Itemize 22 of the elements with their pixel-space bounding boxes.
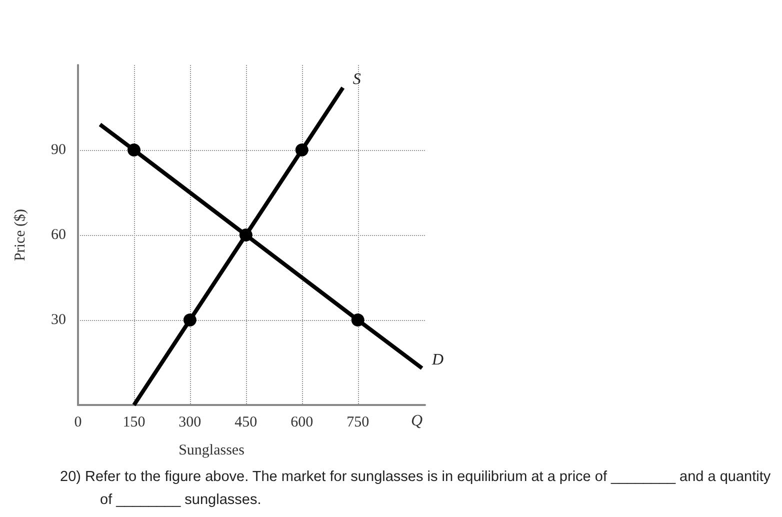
y-tick-label: 90 [51,142,66,158]
x-tick-label: 450 [234,414,258,430]
series-label: D [431,352,444,369]
point [183,314,196,326]
text: Q [411,412,423,430]
point [127,144,140,156]
y-tick-label: 60 [51,227,66,243]
y-axis-title: Price ($) [12,208,28,262]
x-tick-label: 0 [74,414,82,430]
x-tick-label: 150 [122,414,146,430]
point [295,144,308,156]
x-axis-title: Sunglasses [178,442,245,458]
y-tick-label: 30 [51,312,66,328]
point [351,314,364,326]
series-label: S [352,71,361,88]
line-series [98,122,424,370]
x-tick-label: 750 [346,414,370,430]
point [239,228,252,242]
line-series [132,86,345,407]
x-tick-label: 600 [290,414,314,430]
text: 20) Refer to the figure above. The market for sunglasses is in equilibrium at a price of ________ and a quantity of ________ sunglasses. [60,468,772,510]
x-tick-label: 300 [178,414,202,430]
